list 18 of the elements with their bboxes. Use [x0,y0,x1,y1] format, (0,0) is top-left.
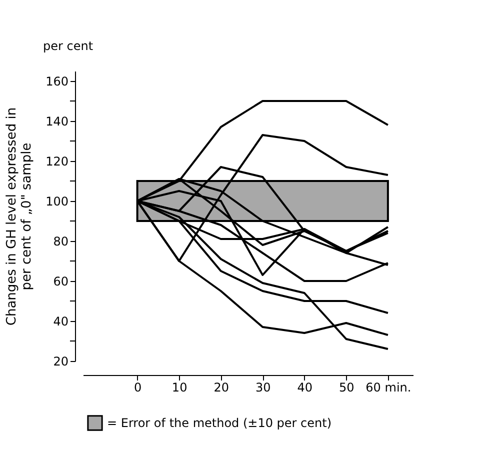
y-tick-label: 160 [46,74,68,88]
text: per cent [43,39,94,53]
x-tick-label: 60 min. [366,380,412,394]
x-tick-label: 0 [134,380,142,394]
y-tick-label: 80 [53,234,68,248]
y-tick-label: 20 [53,354,68,368]
x-tick-label: 40 [297,380,313,394]
y-tick-label: 120 [46,154,68,168]
y-axis-title: Changes in GH level expressed in per cent of „0" sample [4,107,35,326]
x-tick-label: 10 [172,380,188,394]
y-tick-label: 140 [46,114,68,128]
y-tick-label: 100 [46,194,68,208]
x-tick-label: 30 [255,380,271,394]
x-tick-label: 50 [339,380,354,394]
y-tick-label: 60 [53,274,68,288]
x-tick-label: 20 [214,380,229,394]
legend-label: = Error of the method (±10 per cent) [107,416,332,430]
y-tick-label: 40 [53,314,68,328]
